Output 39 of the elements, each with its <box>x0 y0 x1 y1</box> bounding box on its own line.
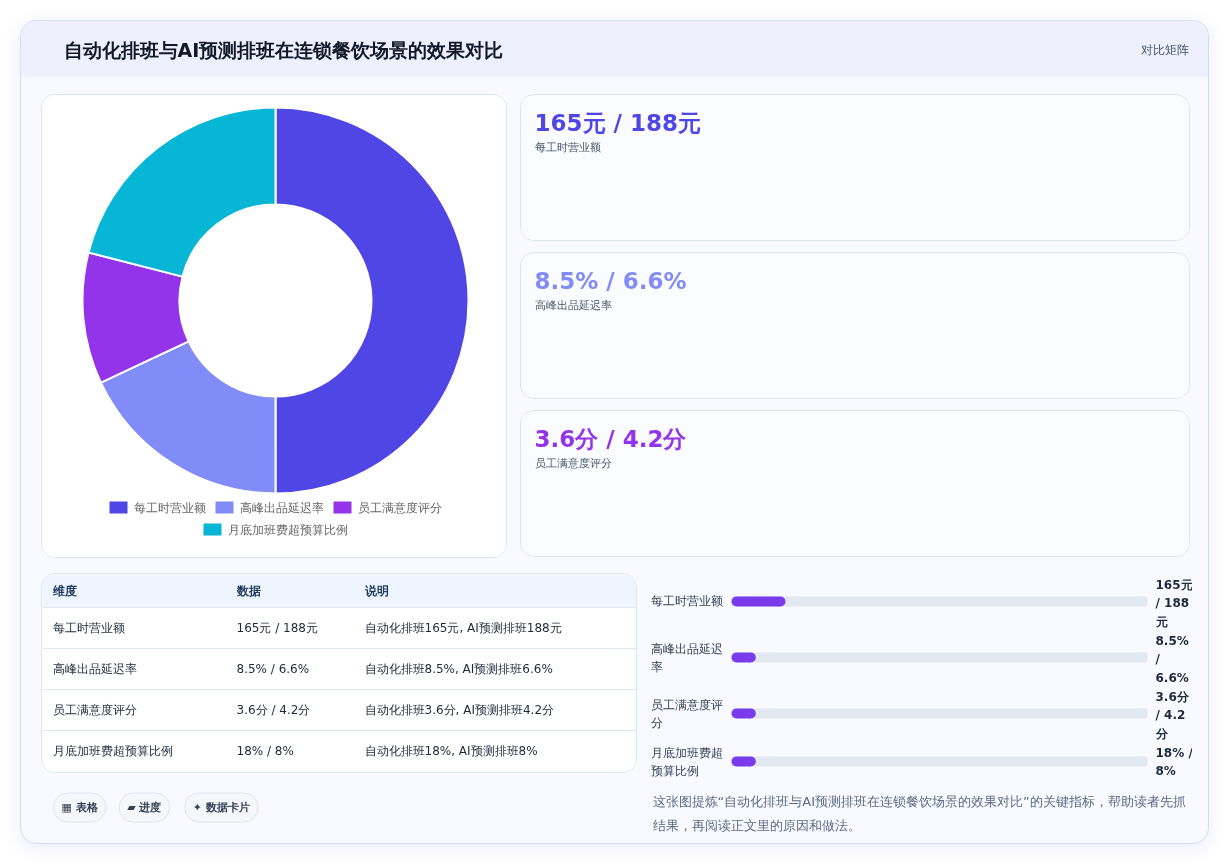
category-label: 员工满意度评分 <box>534 457 612 470</box>
legend-label: 每工时营业额 <box>133 500 206 515</box>
y-tick-label: 高峰出品延迟率 <box>650 641 723 675</box>
category-label: 数据 <box>235 584 261 598</box>
legend-label: 高峰出品延迟率 <box>239 500 324 515</box>
text: 8.5% / 6.6% <box>1155 633 1189 685</box>
category-label: 说明 <box>363 584 389 598</box>
category-label: 高峰出品延迟率 <box>534 299 612 312</box>
text: 高峰出品延迟率 <box>52 662 137 676</box>
text: 自动化排班8.5%, AI预测排班6.6% <box>364 662 553 676</box>
text: 自动化排班与AI预测排班在连锁餐饮场景的效果对比 <box>63 38 504 61</box>
legend-label: 员工满意度评分 <box>357 500 442 515</box>
text: 自动化排班3.6分, AI预测排班4.2分 <box>364 703 555 717</box>
text: 165元 / 188元 <box>534 109 701 136</box>
text: 18% / 8% <box>236 744 294 758</box>
text: 员工满意度评分 <box>52 703 137 717</box>
category-label: 每工时营业额 <box>534 141 601 154</box>
text: 18% / 8% <box>1155 745 1194 779</box>
text: 自动化排班18%, AI预测排班8% <box>364 744 538 758</box>
y-tick-label: 每工时营业额 <box>650 593 723 608</box>
text: 每工时营业额 <box>52 621 125 635</box>
text: 165元 / 188元 <box>1154 577 1193 629</box>
text: ▰ 进度 <box>127 801 162 814</box>
text: 对比矩阵 <box>1140 42 1189 57</box>
text: 月底加班费超预算比例 <box>52 744 173 758</box>
text: 8.5% / 6.6% <box>534 267 687 294</box>
text: 3.6分 / 4.2分 <box>1154 689 1190 741</box>
text: 3.6分 / 4.2分 <box>236 703 311 717</box>
text: ✦ 数据卡片 <box>192 801 250 814</box>
text: ▦ 表格 <box>61 801 99 814</box>
text: 3.6分 / 4.2分 <box>534 425 687 452</box>
legend-label: 月底加班费超预算比例 <box>227 522 348 537</box>
category-label: 维度 <box>51 584 77 598</box>
text: 8.5% / 6.6% <box>236 662 310 676</box>
y-tick-label: 员工满意度评分 <box>650 697 723 731</box>
text: 这张图提炼“自动化排班与AI预测排班在连锁餐饮场景的效果对比”的关键指标，帮助读者先抓结果，再阅读正文里的原因和做法。 <box>652 793 1186 833</box>
y-tick-label: 月底加班费超预算比例 <box>650 745 723 779</box>
text: 自动化排班165元, AI预测排班188元 <box>364 621 562 635</box>
text: 165元 / 188元 <box>236 621 318 635</box>
